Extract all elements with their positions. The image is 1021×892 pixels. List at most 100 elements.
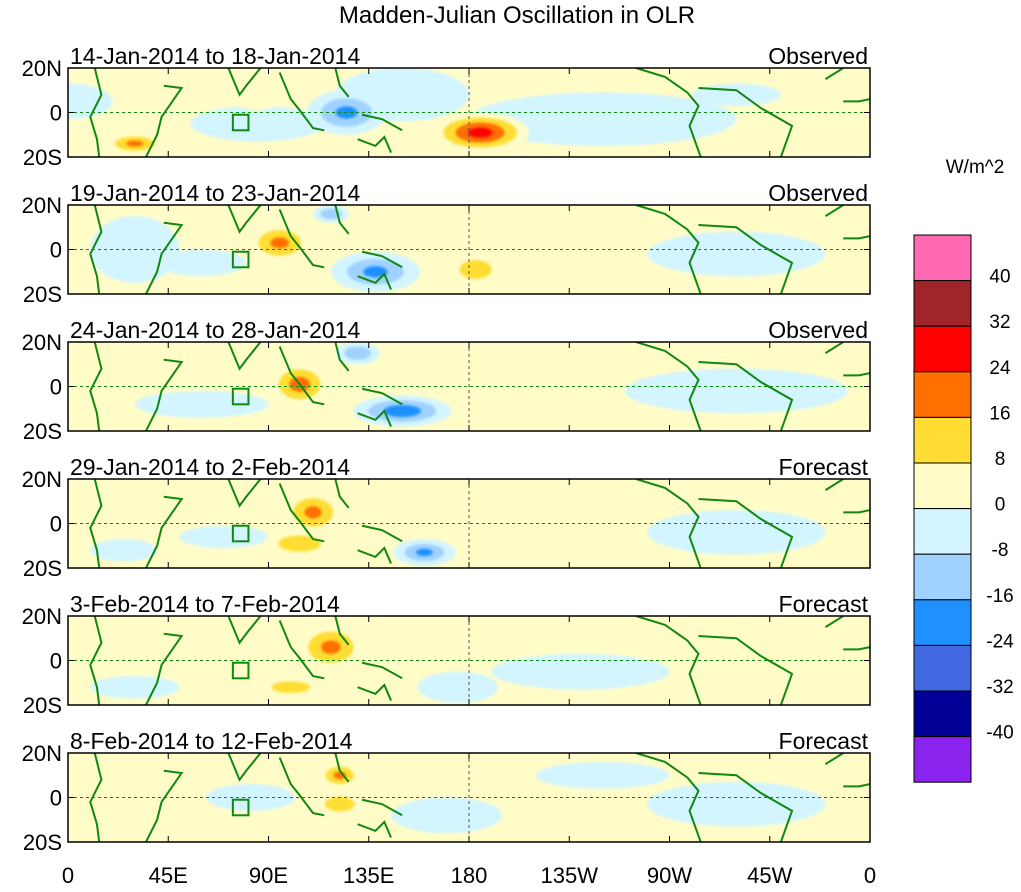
anomaly-contour [415,548,433,557]
reference-box [231,524,250,543]
coastline [357,409,392,427]
anomaly-contour [117,766,198,794]
coastline [843,235,870,240]
map-panel-2: 20N 0 20S 19-Jan-2014 to 23-Jan-2014 Observe… [22,180,871,307]
colorbar-label: 40 [989,267,1010,288]
coastline [357,546,392,564]
coastline [361,798,403,817]
x-tick-label: 0 [864,863,876,887]
colorbar-label: 8 [995,449,1006,470]
coastline [227,753,262,782]
coastline [357,272,392,290]
coastline [824,753,844,765]
colorbar-swatch [913,736,972,783]
colorbar-label: 0 [995,495,1006,516]
map-panel-6: 20N 0 20S 8-Feb-2014 to 12-Feb-2014 Forecast [22,728,871,855]
reference-box [231,250,250,269]
coastline [89,68,103,157]
panel-type-label: Forecast [779,591,869,617]
coastline [278,72,325,132]
coastline [843,509,870,514]
anomaly-contour [90,539,158,562]
anomaly-contour [467,127,493,138]
coastline [145,769,184,842]
anomaly-contour [459,260,492,279]
anomaly-contour [157,249,247,277]
anomaly-contour [304,506,322,519]
colorbar-swatch [913,234,972,282]
coastline [824,479,844,491]
coastline [698,87,794,157]
x-tick-label: 135W [541,863,599,887]
panel-type-label: Observed [768,43,868,69]
coastline [698,498,794,568]
anomaly-contour [235,88,280,111]
anomaly-contour [324,796,355,812]
coastline [357,135,392,153]
coastline [361,524,403,543]
coastline [227,205,262,234]
y-tick-label: 20N [22,741,62,766]
x-tick-label: 90W [647,863,692,887]
x-tick-label: 90E [249,863,288,887]
panel-date-range: 14-Jan-2014 to 18-Jan-2014 [70,43,360,69]
colorbar-label: -8 [992,540,1009,561]
colorbar-swatch [913,416,972,464]
panel-type-label: Observed [768,180,868,206]
reference-box [231,113,250,132]
coastline [361,250,403,269]
coastline [278,483,325,543]
colorbar-swatch [913,325,972,373]
colorbar-label: -16 [986,586,1013,607]
coastline [89,479,103,568]
anomaly-contour [126,140,144,147]
coastline [635,205,702,294]
coastline [227,616,262,645]
colorbar-swatch [913,462,972,510]
coastline [361,661,403,680]
anomaly-contour [602,207,692,230]
coastline [278,346,325,406]
colorbar-label: 16 [989,403,1010,424]
anomaly-contour [344,346,371,360]
map-panel-4: 20N 0 20S 29-Jan-2014 to 2-Feb-2014 Forecast [22,454,871,581]
y-tick-label: 20S [23,830,62,855]
olr-field [68,753,870,842]
x-tick-label: 0 [62,863,74,887]
coastline [334,205,350,235]
coastline [89,753,103,842]
anomaly-contour [624,368,848,414]
anomaly-contour [535,761,670,789]
y-tick-label: 20N [22,330,62,355]
olr-field [68,68,870,157]
y-tick-label: 20S [23,556,62,581]
panel-date-range: 3-Feb-2014 to 7-Feb-2014 [70,591,340,617]
anomaly-contour [363,266,388,278]
coastline [635,479,702,568]
panel-type-label: Forecast [779,728,869,754]
coastline [89,616,103,705]
y-tick-label: 20N [22,604,62,629]
panel-date-range: 8-Feb-2014 to 12-Feb-2014 [70,728,353,754]
anomaly-contour [270,237,289,249]
y-tick-label: 0 [50,238,62,263]
anomaly-contour [90,676,180,699]
anomaly-contour [271,681,310,693]
coastline [635,616,702,705]
coastline [89,342,103,431]
coastline [824,68,844,80]
reference-box [231,661,250,680]
colorbar-swatch [913,371,972,418]
coastline [278,757,325,817]
coastline [698,361,794,431]
colorbar-label: 24 [989,358,1011,379]
olr-field [68,342,870,431]
colorbar-swatch [913,599,972,646]
coastline [334,342,350,372]
colorbar-label: -24 [986,631,1014,652]
coastline [334,479,350,509]
anomaly-contour [469,92,737,146]
coastline [357,683,392,701]
reference-box [231,798,250,817]
